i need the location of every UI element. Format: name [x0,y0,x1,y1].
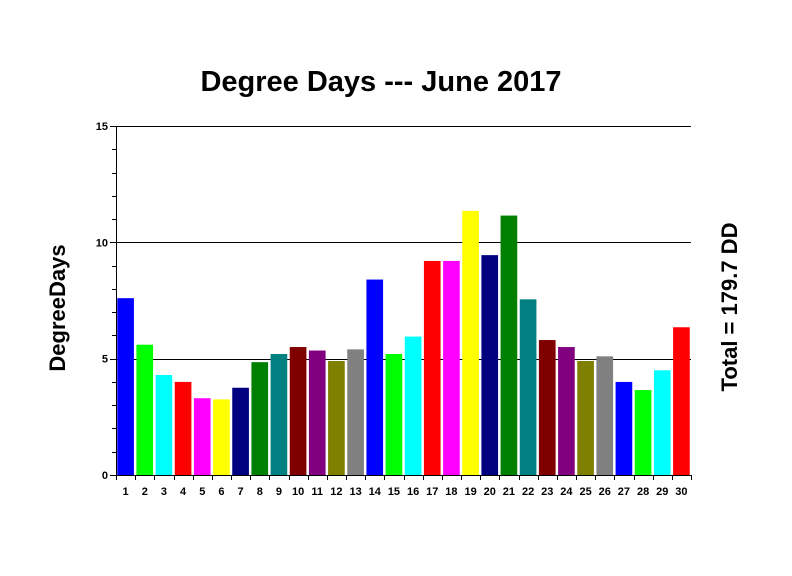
y-tick-label-10: 10 [96,237,108,249]
bar-29 [653,370,671,475]
bar-19 [462,210,479,475]
gridlines [116,126,691,360]
chart-title: Degree Days --- June 2017 [200,66,562,98]
y-tick-label-5: 5 [102,354,108,366]
x-tick-label-1: 1 [123,486,129,498]
bar-16 [404,336,422,475]
x-tick-label-18: 18 [445,486,457,498]
bar-23 [538,340,556,475]
x-tick-label-29: 29 [656,486,668,498]
x-tick-label-19: 19 [464,486,476,498]
bar-28 [634,390,652,475]
bar-22 [519,299,537,475]
bar-9 [270,354,288,475]
x-tick-label-28: 28 [637,486,649,498]
x-tick-label-16: 16 [407,486,419,498]
bar-12 [328,360,345,475]
x-tick-label-24: 24 [560,486,573,498]
x-tick-label-27: 27 [618,486,630,498]
x-tick-label-23: 23 [541,486,553,498]
x-tick-label-22: 22 [522,486,534,498]
bar-13 [347,349,364,475]
x-tick-label-15: 15 [388,486,400,498]
x-tick-label-3: 3 [161,486,167,498]
bar-5 [193,398,211,475]
x-tick-label-30: 30 [675,486,687,498]
bar-20 [481,255,499,475]
y-tick-label-0: 0 [102,470,108,482]
bar-2 [136,344,154,475]
bar-4 [174,381,192,475]
x-tick-label-5: 5 [199,486,205,498]
bar-17 [423,260,441,475]
bar-7 [232,387,249,475]
x-tick-label-25: 25 [579,486,591,498]
x-tick-label-11: 11 [311,486,323,498]
x-tick-label-4: 4 [180,486,187,498]
x-tick-label-17: 17 [426,486,438,498]
x-tick-label-13: 13 [349,486,361,498]
x-tick-label-8: 8 [257,486,263,498]
x-tick-label-2: 2 [142,486,148,498]
bar-3 [155,374,173,475]
bar-10 [289,347,307,475]
bar-6 [213,399,230,475]
bar-1 [117,298,134,475]
x-tick-label-9: 9 [276,486,282,498]
x-tick-label-20: 20 [484,486,496,498]
bar-24 [558,347,575,475]
x-tick-label-10: 10 [292,486,304,498]
x-tick-label-21: 21 [503,486,515,498]
x-tick-label-12: 12 [330,486,342,498]
y-tick-label-15: 15 [96,121,108,133]
axes [110,126,692,480]
bar-26 [596,356,614,475]
x-tick-label-26: 26 [599,486,611,498]
bar-14 [366,279,384,475]
bar-15 [385,354,403,475]
x-tick-label-7: 7 [238,486,244,498]
bar-27 [615,381,633,475]
bars [117,210,690,475]
x-tick-label-6: 6 [218,486,224,498]
bar-8 [251,362,269,475]
bar-18 [443,260,460,475]
bar-11 [308,350,326,475]
bar-30 [673,327,690,475]
bar-21 [500,215,518,475]
x-tick-label-14: 14 [369,486,382,498]
y-tick-labels: 0 5 10 15 [96,121,108,482]
bar-25 [577,360,594,475]
x-tick-labels: 1 2 3 4 5 6 7 8 9 10 11 12 13 14 15 16 17 18 19 20 21 22 23 24 2… [123,486,688,498]
